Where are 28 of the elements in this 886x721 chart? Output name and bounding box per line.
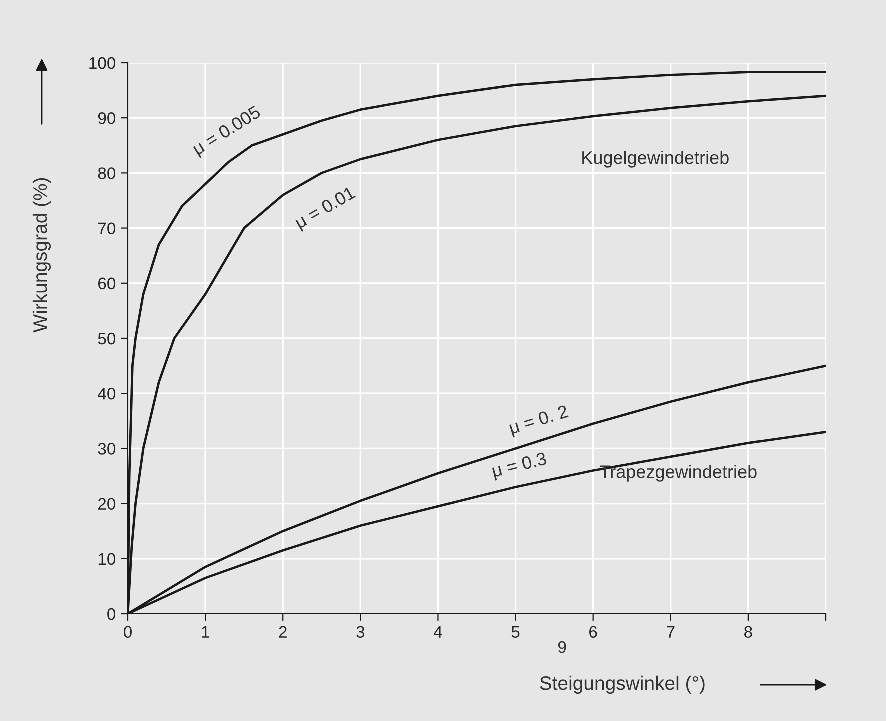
y-tick-label: 100 [90,57,116,70]
y-tick-label: 40 [98,388,116,400]
y-axis-title: Wirkungsgrad (%) [32,178,52,333]
text: 9 [558,641,566,654]
annotation: μ = 0. 2 [508,404,570,438]
annotation: μ = 0.01 [294,186,358,232]
annotation: μ = 0.3 [492,452,548,481]
x-tick-label: 2 [279,626,287,638]
y-tick-label: 50 [98,332,116,345]
annotation: Trapezgewindetrieb [600,465,757,482]
x-tick-label: 6 [590,626,598,638]
x-tick-label: 8 [744,626,752,638]
annotation: Kugelgewindetrieb [582,151,729,168]
x-tick-label: 4 [434,626,442,638]
x-tick-label: 7 [667,626,675,638]
x-axis-title: Steigungswinkel (°) [540,676,705,694]
y-tick-label: 80 [98,168,116,180]
y-tick-label: 30 [98,443,116,455]
y-tick-label: 70 [98,222,116,235]
x-tick-label: 5 [512,626,520,638]
y-tick-label: 90 [98,112,116,124]
y-tick-label: 10 [98,553,116,566]
x-tick-label: 1 [202,626,210,638]
y-tick-label: 20 [98,498,116,510]
y-tick-label: 0 [108,608,116,620]
x-tick-label: 3 [356,626,365,638]
x-tick-label: 0 [124,626,132,638]
y-tick-label: 60 [98,278,116,290]
